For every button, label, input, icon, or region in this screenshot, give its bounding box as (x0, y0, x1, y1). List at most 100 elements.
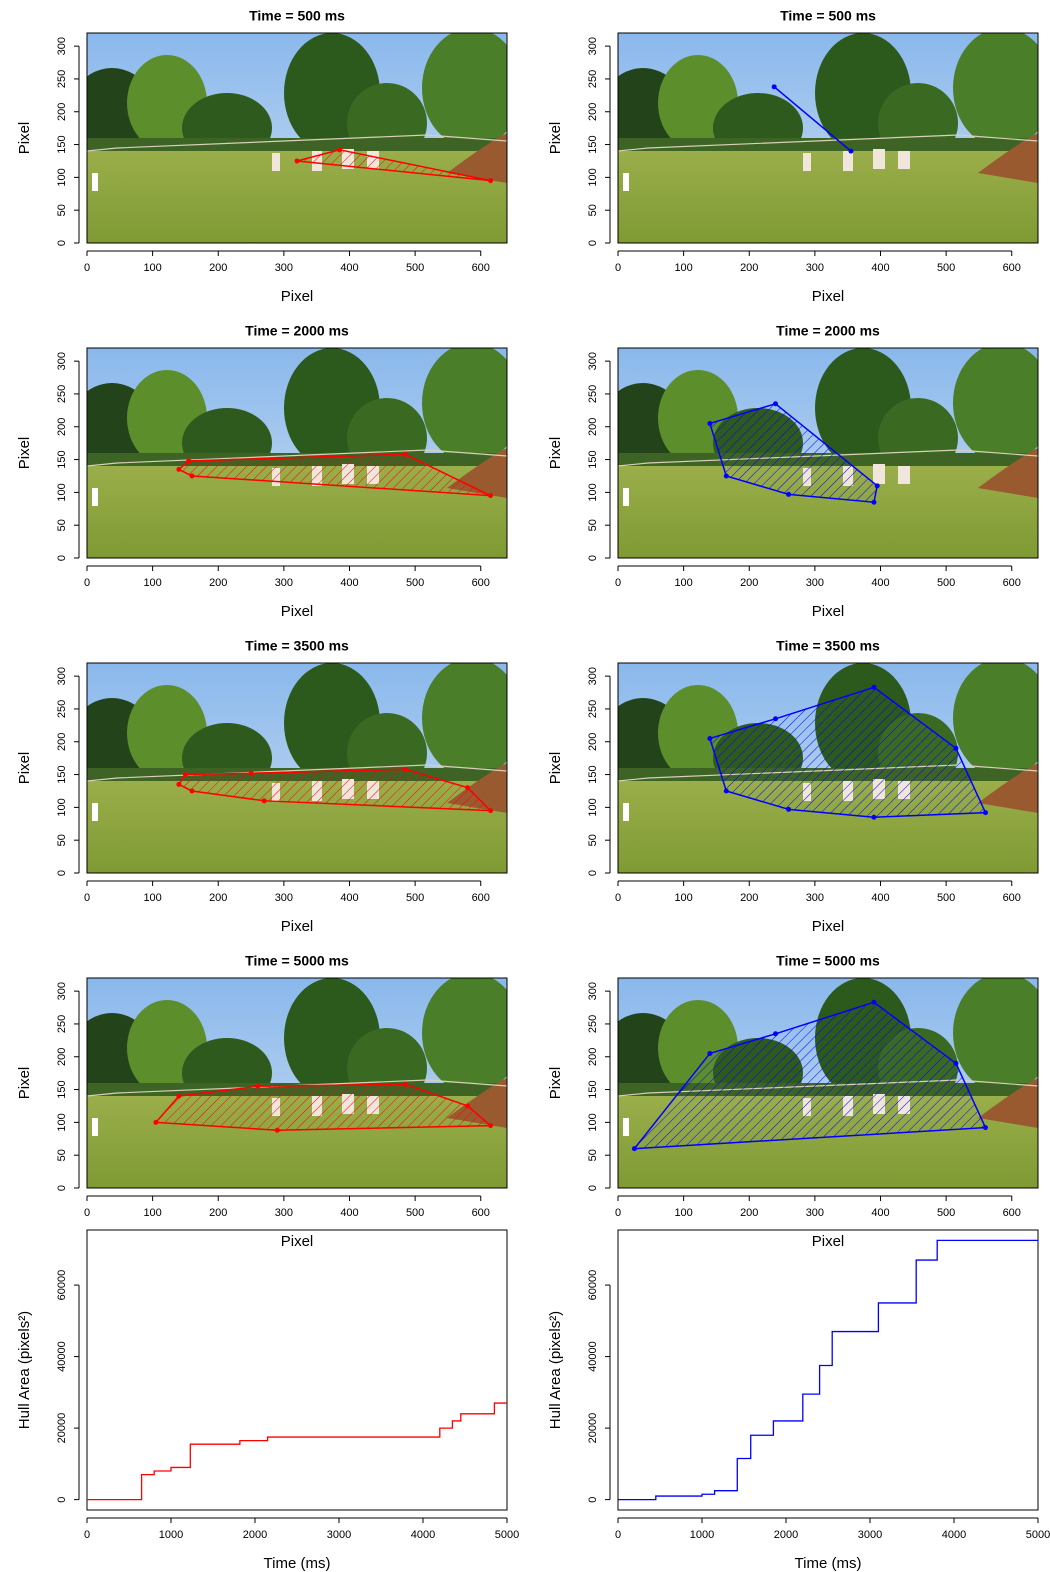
y-tick-label: 0 (587, 555, 599, 561)
x-tick-label: 4000 (942, 1529, 966, 1541)
hull-vertex (871, 684, 877, 690)
y-tick-label: 300 (56, 352, 68, 370)
x-tick-label: 100 (674, 262, 692, 274)
chart-title: Time = 5000 ms (245, 953, 349, 969)
chart-title: Time = 500 ms (780, 8, 876, 24)
x-tick-label: 300 (806, 1207, 824, 1219)
x-tick-label: 400 (871, 262, 889, 274)
hull-vertex (261, 798, 267, 804)
y-tick-label: 0 (56, 870, 68, 876)
x-axis-label: Pixel (281, 603, 314, 620)
hull-vertex (786, 491, 792, 497)
y-axis-label: Hull Area (pixels²) (16, 1311, 33, 1429)
y-tick-label: 0 (56, 1497, 68, 1503)
hull-vertex (723, 473, 729, 479)
y-tick-label: 200 (587, 1048, 599, 1066)
y-axis-label: Pixel (547, 437, 564, 470)
y-axis-label: Pixel (16, 752, 33, 785)
y-tick-label: 40000 (587, 1341, 599, 1372)
hull-vertex (871, 999, 877, 1005)
hull-vertex (953, 1060, 959, 1066)
x-tick-label: 400 (871, 892, 889, 904)
x-axis-label: Pixel (812, 1233, 845, 1250)
plot-box (617, 32, 1039, 244)
hull-vertex (488, 178, 494, 184)
x-axis-label: Pixel (281, 918, 314, 935)
hull-vertex (488, 808, 494, 814)
y-tick-label: 200 (56, 418, 68, 436)
hull-vertex (255, 1083, 261, 1089)
x-tick-label: 300 (275, 1207, 293, 1219)
hull-vertex (402, 766, 408, 772)
y-tick-label: 150 (587, 1080, 599, 1098)
y-tick-label: 200 (587, 418, 599, 436)
y-tick-label: 50 (56, 519, 68, 531)
y-tick-label: 50 (587, 1149, 599, 1161)
y-axis-label: Pixel (16, 122, 33, 155)
plot-box (617, 977, 1039, 1189)
x-tick-label: 300 (806, 577, 824, 589)
x-axis-label: Pixel (281, 1233, 314, 1250)
x-tick-label: 400 (871, 1207, 889, 1219)
y-tick-label: 200 (56, 103, 68, 121)
y-tick-label: 100 (587, 168, 599, 186)
y-tick-label: 60000 (587, 1270, 599, 1301)
x-tick-label: 500 (937, 892, 955, 904)
hull-vertex (848, 148, 854, 154)
hull-vertex (488, 1123, 494, 1129)
hull-vertex (771, 84, 777, 90)
hull-vertex (874, 483, 880, 489)
y-tick-label: 0 (56, 555, 68, 561)
y-tick-label: 300 (56, 667, 68, 685)
x-tick-label: 100 (143, 577, 161, 589)
hull-vertex (465, 785, 471, 791)
x-tick-label: 100 (143, 262, 161, 274)
x-tick-label: 600 (472, 577, 490, 589)
x-tick-label: 0 (84, 577, 90, 589)
x-tick-label: 5000 (495, 1529, 519, 1541)
x-tick-label: 200 (209, 892, 227, 904)
y-tick-label: 250 (56, 385, 68, 403)
y-tick-label: 100 (587, 483, 599, 501)
x-tick-label: 500 (937, 1207, 955, 1219)
y-axis-label: Pixel (16, 1067, 33, 1100)
x-tick-label: 400 (340, 262, 358, 274)
chart-title: Time = 2000 ms (776, 323, 880, 339)
y-tick-label: 300 (587, 37, 599, 55)
y-tick-label: 250 (587, 385, 599, 403)
hull-vertex (723, 788, 729, 794)
y-tick-label: 150 (56, 450, 68, 468)
x-tick-label: 300 (806, 262, 824, 274)
x-tick-label: 0 (615, 262, 621, 274)
photo (87, 663, 507, 873)
x-tick-label: 600 (1003, 892, 1021, 904)
hull (296, 149, 491, 182)
y-tick-label: 100 (56, 168, 68, 186)
plot-box (86, 347, 508, 559)
x-tick-label: 600 (472, 892, 490, 904)
chart-title: Time = 500 ms (249, 8, 345, 24)
plot-box (86, 1229, 508, 1511)
y-tick-label: 300 (587, 667, 599, 685)
x-tick-label: 600 (1003, 577, 1021, 589)
y-tick-label: 250 (56, 70, 68, 88)
x-tick-label: 2000 (243, 1529, 267, 1541)
x-tick-label: 100 (674, 892, 692, 904)
y-tick-label: 50 (56, 834, 68, 846)
photo (87, 33, 507, 243)
y-tick-label: 0 (587, 240, 599, 246)
x-tick-label: 400 (871, 577, 889, 589)
hull (154, 1083, 493, 1132)
hull-vertex (153, 1119, 159, 1125)
y-tick-label: 20000 (587, 1413, 599, 1444)
plot-box (86, 662, 508, 874)
y-axis-label: Pixel (547, 1067, 564, 1100)
x-tick-label: 4000 (411, 1529, 435, 1541)
y-axis-label: Pixel (547, 122, 564, 155)
y-tick-label: 100 (56, 798, 68, 816)
hull-vertex (773, 1031, 778, 1037)
x-tick-label: 0 (84, 1207, 90, 1219)
y-tick-label: 50 (587, 204, 599, 216)
x-tick-label: 200 (209, 262, 227, 274)
